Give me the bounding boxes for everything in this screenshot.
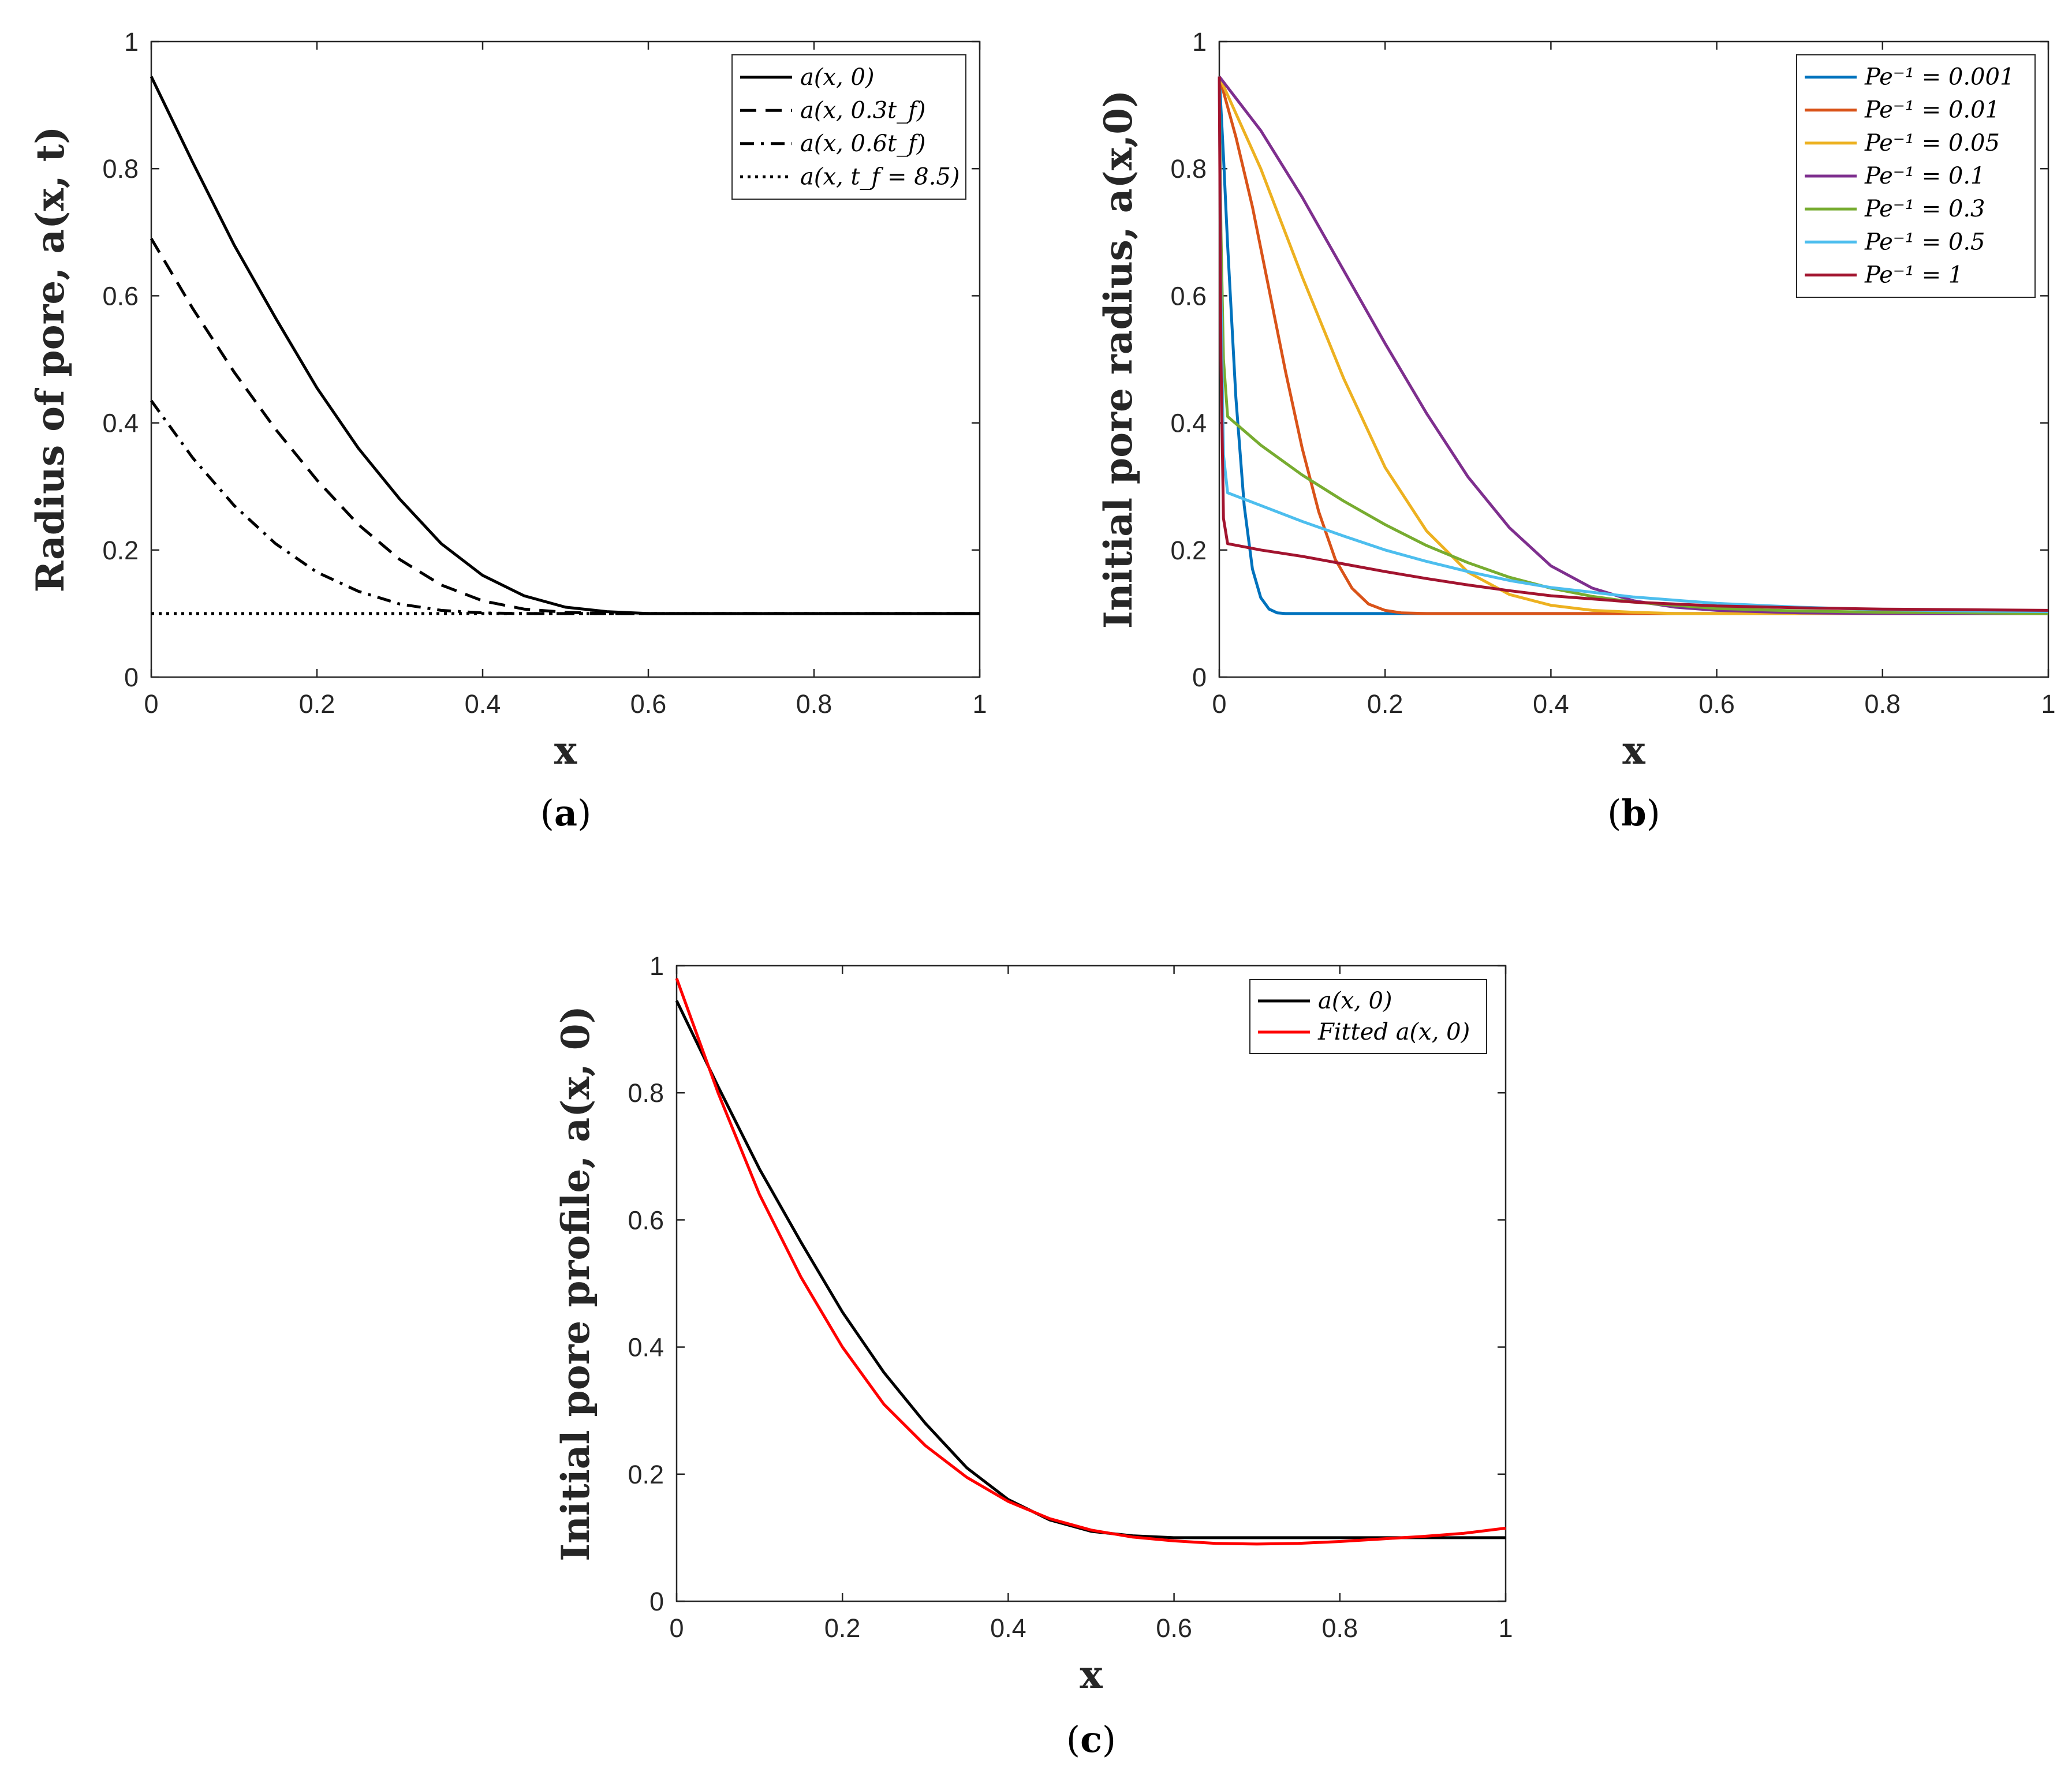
- x-axis-label: x: [1080, 1652, 1103, 1697]
- x-tick-label: 0.2: [1367, 689, 1403, 719]
- legend-entry-label: Pe⁻¹ = 0.1: [1864, 163, 1985, 189]
- y-tick-label: 0.6: [102, 281, 139, 311]
- legend-entry-label: a(x, t_f = 8.5): [800, 163, 960, 190]
- legend-entry-label: Fitted a(x, 0): [1317, 1019, 1470, 1045]
- y-tick-label: 0: [124, 663, 139, 692]
- series-line-5: [1218, 76, 2049, 615]
- panel-c: 0 0.2 0.4 0.6 0.8 1 0 0.2 0.4 0.6 0.8 1 x Initial por…: [553, 951, 1513, 1761]
- y-tick-label: 0.8: [628, 1078, 664, 1108]
- x-tick-label: 0.2: [299, 689, 335, 719]
- series-line-3: [150, 399, 980, 615]
- legend-entry-label: Pe⁻¹ = 0.5: [1864, 229, 1985, 255]
- x-tick-label: 0.8: [796, 689, 832, 719]
- legend-entry-label: Pe⁻¹ = 1: [1864, 261, 1963, 288]
- legend-entry-label: Pe⁻¹ = 0.05: [1864, 130, 2000, 156]
- x-tick-label: 0: [669, 1613, 684, 1643]
- legend-entry-label: a(x, 0.6t_f): [800, 130, 926, 157]
- y-tick-label: 0.2: [628, 1460, 664, 1489]
- x-tick-label: 0.6: [1698, 689, 1735, 719]
- legend-entry-label: Pe⁻¹ = 0.01: [1864, 97, 2000, 124]
- legend-box: [1249, 979, 1487, 1054]
- x-tick-label: 0.6: [1156, 1613, 1192, 1643]
- plot-area-frame: [1218, 40, 2049, 678]
- y-axis-label: Initial pore profile, a(x, 0): [553, 1006, 598, 1561]
- y-tick-label: 1: [1192, 27, 1207, 57]
- plot-area-frame: [675, 965, 1507, 1602]
- y-tick-label: 1: [124, 27, 139, 57]
- x-tick-label: 0.6: [630, 689, 667, 719]
- series-line-4: [1218, 76, 2048, 615]
- series-line-1: [675, 1000, 1506, 1539]
- legend-entry-label: Pe⁻¹ = 0.3: [1864, 196, 1985, 222]
- series-line-3: [1218, 76, 2048, 615]
- panel-label: (a): [540, 792, 592, 834]
- series-line-2: [675, 978, 1506, 1546]
- y-tick-label: 0.4: [102, 409, 139, 438]
- x-tick-label: 1: [972, 689, 987, 719]
- x-tick-label: 0.8: [1865, 689, 1901, 719]
- y-tick-label: 0.4: [628, 1333, 664, 1362]
- legend-entry-label: a(x, 0.3t_f): [800, 97, 926, 124]
- series-line-2: [150, 238, 980, 615]
- y-tick-label: 0.6: [628, 1205, 664, 1235]
- series-line-1: [150, 76, 980, 615]
- plot-area-frame: [150, 40, 981, 678]
- x-tick-label: 0.4: [465, 689, 501, 719]
- y-tick-label: 0.2: [102, 536, 139, 565]
- x-axis-label: x: [1622, 728, 1645, 773]
- panel-label: (b): [1607, 792, 1660, 834]
- x-tick-label: 0.4: [990, 1613, 1026, 1643]
- x-tick-label: 1: [1498, 1613, 1513, 1643]
- y-tick-label: 0: [649, 1587, 664, 1616]
- x-tick-label: 0.2: [824, 1613, 861, 1643]
- legend-entry-label: Pe⁻¹ = 0.001: [1864, 64, 2014, 91]
- x-axis-label: x: [554, 728, 577, 773]
- x-tick-label: 0.4: [1533, 689, 1569, 719]
- x-tick-label: 0: [1212, 689, 1226, 719]
- y-axis-label: Radius of pore, a(x, t): [28, 126, 73, 593]
- x-tick-label: 1: [2041, 689, 2055, 719]
- series-line-7: [1218, 76, 2049, 612]
- y-tick-label: 0.8: [1170, 154, 1207, 184]
- panel-b: 0 0.2 0.4 0.6 0.8 1 0 0.2 0.4 0.6 0.8 1 x Initial por…: [1096, 27, 2056, 834]
- y-tick-label: 1: [649, 951, 664, 981]
- x-tick-label: 0: [144, 689, 158, 719]
- y-axis-label: Initial pore radius, a(x,0): [1096, 90, 1141, 629]
- legend-entry-label: a(x, 0): [800, 64, 875, 91]
- panel-a: 0 0.2 0.4 0.6 0.8 1 0 0.2 0.4 0.6 0.8 1 x Radius of p…: [28, 27, 987, 834]
- y-tick-label: 0.2: [1170, 536, 1207, 565]
- series-line-2: [1218, 76, 2048, 615]
- panel-label: (c): [1066, 1718, 1116, 1761]
- y-tick-label: 0.6: [1170, 281, 1207, 311]
- y-tick-label: 0.4: [1170, 409, 1207, 438]
- y-tick-label: 0: [1192, 663, 1207, 692]
- legend-entry-label: a(x, 0): [1318, 988, 1392, 1014]
- y-tick-label: 0.8: [102, 154, 139, 184]
- x-tick-label: 0.8: [1322, 1613, 1358, 1643]
- legend-box: [731, 54, 966, 200]
